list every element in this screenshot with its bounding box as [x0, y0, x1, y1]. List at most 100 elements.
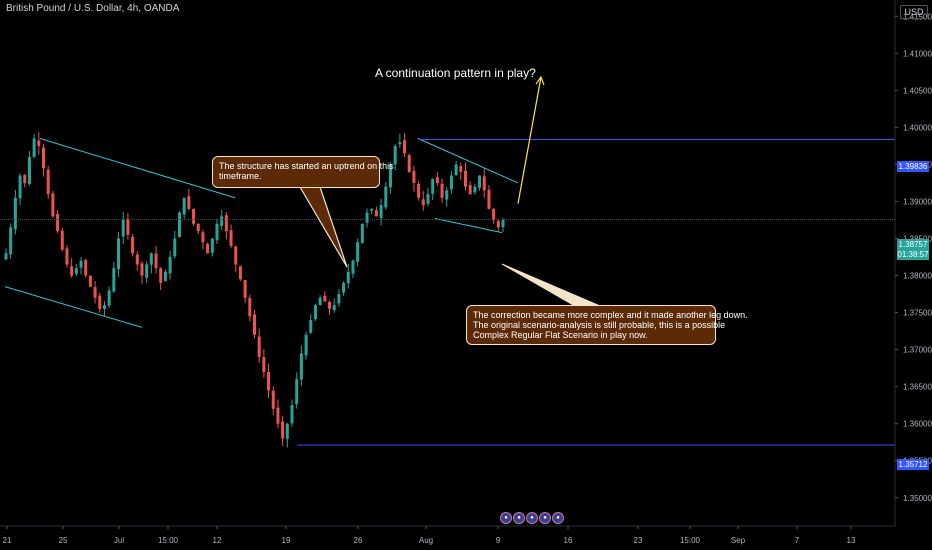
candle-body [56, 214, 60, 232]
candle-body [60, 230, 64, 250]
candle-body [65, 248, 69, 265]
candle-body [318, 297, 322, 306]
candle-body [201, 232, 205, 243]
candle-body [23, 174, 27, 183]
candle-body [459, 166, 463, 172]
y-tick-label: 1.41500 [903, 12, 932, 21]
candle-body [482, 176, 486, 191]
candle-body [337, 294, 341, 304]
candle-body [177, 212, 181, 238]
candle-body [487, 189, 491, 209]
x-tick-label: 21 [3, 536, 12, 545]
candle-body [332, 305, 336, 311]
candle-body [468, 185, 472, 195]
x-tick-label: 25 [59, 536, 68, 545]
candle-body [384, 186, 388, 208]
candle-body [356, 242, 360, 262]
candle-body [370, 208, 374, 211]
candle-body [168, 257, 172, 274]
channel-line [4, 286, 143, 328]
candle-body [407, 155, 411, 172]
chart-grid [0, 0, 896, 527]
candle-body [145, 264, 149, 278]
x-tick-label: Aug [419, 536, 433, 545]
candle-body [70, 266, 74, 276]
candle-body [27, 157, 31, 185]
candle-body [276, 407, 280, 424]
candle-body [84, 260, 88, 276]
candle-body [173, 238, 177, 257]
candle-body [403, 140, 407, 154]
symbol-title[interactable]: British Pound / U.S. Dollar, 4h, OANDA [6, 3, 180, 14]
x-tick-label: 13 [847, 536, 856, 545]
event-icon[interactable]: ● [552, 512, 564, 524]
x-tick-label: 12 [213, 536, 222, 545]
candle-body [32, 138, 36, 157]
candle-body [126, 218, 130, 235]
channel-line [434, 218, 503, 234]
candle-body [501, 220, 505, 228]
currency-badge[interactable]: USD [900, 5, 928, 19]
candle-body [262, 357, 266, 372]
candle-body [149, 253, 153, 265]
event-icon[interactable]: ● [500, 512, 512, 524]
callout-2-pointer [501, 263, 601, 307]
countdown-tag: 01:38:57 [897, 249, 929, 260]
y-tick-label: 1.36000 [903, 420, 932, 429]
candle-body [309, 320, 313, 333]
candle-body [412, 170, 416, 183]
x-tick-label: 7 [795, 536, 800, 545]
horizontal-lines [0, 139, 895, 446]
candle-body [215, 223, 219, 241]
callout-line: The correction became more complex and i… [473, 310, 748, 320]
candle-body [299, 353, 303, 380]
time-axis[interactable]: 21 25 Jul 15:00 12 19 26 Aug 9 16 23 15:00 Sep 7 13 [3, 526, 856, 545]
headline-text: A continuation pattern in play? [375, 66, 536, 80]
y-tick-label: 1.40500 [903, 86, 932, 95]
candle-body [449, 175, 453, 190]
candle-body [346, 271, 350, 284]
projection-arrowhead [535, 75, 545, 86]
candle-body [360, 223, 364, 243]
candle-body [206, 243, 210, 254]
candle-body [238, 266, 242, 280]
candle-body [93, 287, 97, 298]
candle-body [473, 186, 477, 193]
x-tick-label: 19 [282, 536, 291, 545]
candle-body [271, 390, 275, 409]
candle-body [220, 216, 224, 226]
candles [4, 132, 505, 448]
x-tick-label: Jul [114, 536, 124, 545]
candle-body [79, 260, 83, 268]
candle-body [313, 305, 317, 320]
candle-body [440, 183, 444, 198]
channel-line [39, 138, 236, 199]
candle-body [13, 197, 17, 230]
callout-line: timeframe. [219, 171, 262, 181]
event-icons[interactable]: ● ● ● ● ● [500, 512, 564, 524]
event-icon[interactable]: ● [513, 512, 525, 524]
candle-body [107, 290, 111, 306]
candle-body [9, 227, 13, 255]
callout-line: Complex Regular Flat Scenario in play no… [473, 330, 648, 340]
candle-body [454, 164, 458, 176]
uptrend-callout: The structure has started an uptrend on … [212, 156, 394, 188]
candle-body [102, 305, 106, 309]
candle-body [192, 208, 196, 224]
y-tick-label: 1.41000 [903, 49, 932, 58]
correction-callout: The correction became more complex and i… [466, 305, 748, 345]
candle-body [393, 145, 397, 165]
candle-body [421, 199, 425, 206]
candle-body [426, 194, 430, 204]
candle-body [140, 263, 144, 276]
trend-lines [4, 138, 519, 328]
y-tick-label: 1.37000 [903, 346, 932, 355]
event-icon[interactable]: ● [539, 512, 551, 524]
event-icon[interactable]: ● [526, 512, 538, 524]
candle-body [342, 282, 346, 293]
candle-body [257, 336, 261, 358]
candle-body [154, 253, 158, 269]
candle-body [135, 254, 139, 265]
x-tick-label: 26 [354, 536, 363, 545]
